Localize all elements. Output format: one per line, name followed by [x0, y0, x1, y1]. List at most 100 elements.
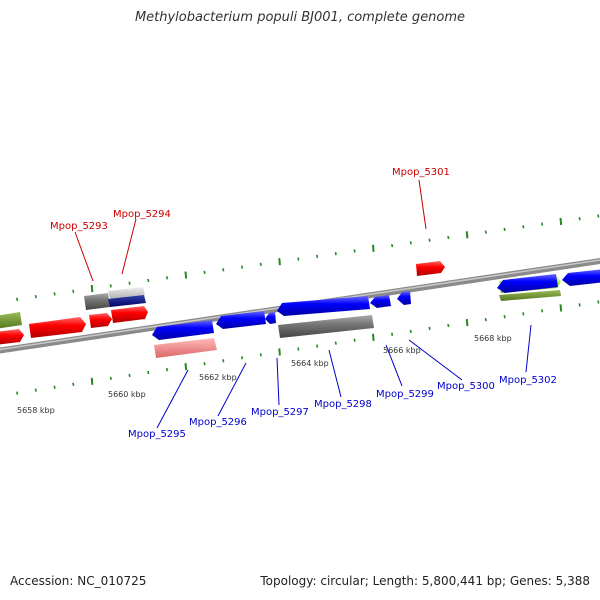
gene-feature[interactable] [278, 315, 374, 338]
accession-text: Accession: NC_010725 [10, 574, 147, 588]
minor-tick [391, 243, 394, 248]
gene-feature[interactable] [89, 313, 112, 328]
minor-tick [259, 262, 262, 267]
minor-tick [222, 268, 225, 272]
minor-tick [241, 265, 244, 269]
gene-label[interactable]: Mpop_5293 [50, 221, 108, 232]
gene-feature[interactable] [265, 312, 276, 324]
minor-tick [53, 385, 56, 389]
minor-tick [72, 382, 75, 386]
minor-tick [391, 332, 394, 336]
minor-tick [166, 276, 169, 280]
major-tick [90, 377, 94, 385]
minor-tick [297, 257, 300, 261]
gene-feature[interactable] [370, 295, 391, 308]
major-tick [184, 363, 188, 371]
minor-tick [222, 359, 225, 363]
tick-track-top [16, 214, 600, 301]
minor-tick [109, 284, 112, 288]
gene-feature[interactable] [154, 338, 217, 358]
minor-tick [316, 344, 319, 348]
gene-feature[interactable] [29, 317, 86, 338]
gene-feature[interactable] [497, 274, 558, 293]
gene-label[interactable]: Mpop_5302 [499, 375, 557, 386]
minor-tick [578, 217, 581, 221]
minor-tick [428, 326, 431, 331]
minor-tick [522, 225, 525, 229]
gene-feature[interactable] [84, 293, 110, 310]
gene-label[interactable]: Mpop_5299 [376, 389, 434, 400]
minor-tick [503, 227, 506, 232]
gene-feature[interactable] [108, 295, 146, 307]
major-tick [465, 319, 469, 327]
minor-tick [353, 249, 356, 253]
major-tick [559, 304, 563, 312]
minor-tick [541, 222, 544, 226]
gene-label[interactable]: Mpop_5298 [314, 399, 372, 410]
gene-label[interactable]: Mpop_5297 [251, 407, 309, 418]
major-tick [90, 285, 94, 293]
minor-tick [53, 292, 56, 296]
minor-tick [409, 241, 412, 245]
minor-tick [578, 303, 581, 307]
minor-tick [34, 388, 37, 392]
major-tick [465, 231, 469, 239]
minor-tick [128, 281, 131, 285]
gene-feature[interactable] [277, 296, 370, 316]
minor-tick [522, 312, 525, 316]
gene-feature[interactable] [397, 291, 411, 305]
gene-label[interactable]: Mpop_5300 [437, 381, 495, 392]
gene-label[interactable]: Mpop_5296 [189, 417, 247, 428]
minor-tick [503, 315, 506, 319]
kbp-label: 5666 kbp [383, 346, 421, 355]
minor-tick [241, 356, 244, 360]
gene-label[interactable]: Mpop_5301 [392, 167, 450, 178]
minor-tick [541, 309, 544, 313]
major-tick [372, 244, 375, 252]
minor-tick [297, 347, 300, 351]
minor-tick [72, 289, 75, 293]
minor-tick [147, 370, 150, 375]
genome-title: Methylobacterium populi BJ001, complete … [134, 10, 466, 25]
kbp-label: 5660 kbp [108, 390, 146, 399]
gene-feature[interactable] [416, 261, 445, 276]
major-tick [372, 333, 375, 341]
minor-tick [147, 278, 150, 283]
minor-tick [203, 270, 206, 275]
tick-track-bottom [16, 300, 600, 395]
gene-feature[interactable] [499, 290, 561, 301]
minor-tick [166, 367, 169, 372]
major-tick [184, 271, 188, 279]
gene-feature[interactable] [562, 269, 600, 286]
kbp-label: 5664 kbp [291, 359, 329, 368]
minor-tick [447, 235, 450, 240]
minor-tick [259, 353, 262, 357]
gene-feature[interactable] [111, 306, 148, 323]
minor-tick [334, 251, 337, 256]
minor-tick [428, 238, 431, 242]
gene-feature[interactable] [216, 311, 266, 329]
minor-tick [597, 300, 600, 304]
gene-feature[interactable] [0, 329, 24, 345]
gene-label[interactable]: Mpop_5294 [113, 209, 171, 220]
minor-tick [447, 323, 450, 328]
gene-feature[interactable] [0, 312, 22, 329]
minor-tick [128, 373, 131, 378]
gene-feature[interactable] [152, 320, 214, 340]
minor-tick [316, 254, 319, 258]
minor-tick [203, 362, 206, 366]
minor-tick [353, 338, 356, 342]
minor-tick [16, 391, 19, 395]
kbp-label: 5662 kbp [199, 373, 237, 382]
kbp-label: 5668 kbp [474, 334, 512, 343]
gene-label[interactable]: Mpop_5295 [128, 429, 186, 440]
minor-tick [16, 297, 19, 301]
kbp-label: 5658 kbp [17, 406, 55, 415]
minor-tick [334, 341, 337, 345]
minor-tick [34, 294, 37, 299]
minor-tick [484, 317, 487, 322]
minor-tick [109, 376, 112, 381]
genome-summary-text: Topology: circular; Length: 5,800,441 bp… [260, 574, 590, 588]
minor-tick [409, 329, 412, 334]
